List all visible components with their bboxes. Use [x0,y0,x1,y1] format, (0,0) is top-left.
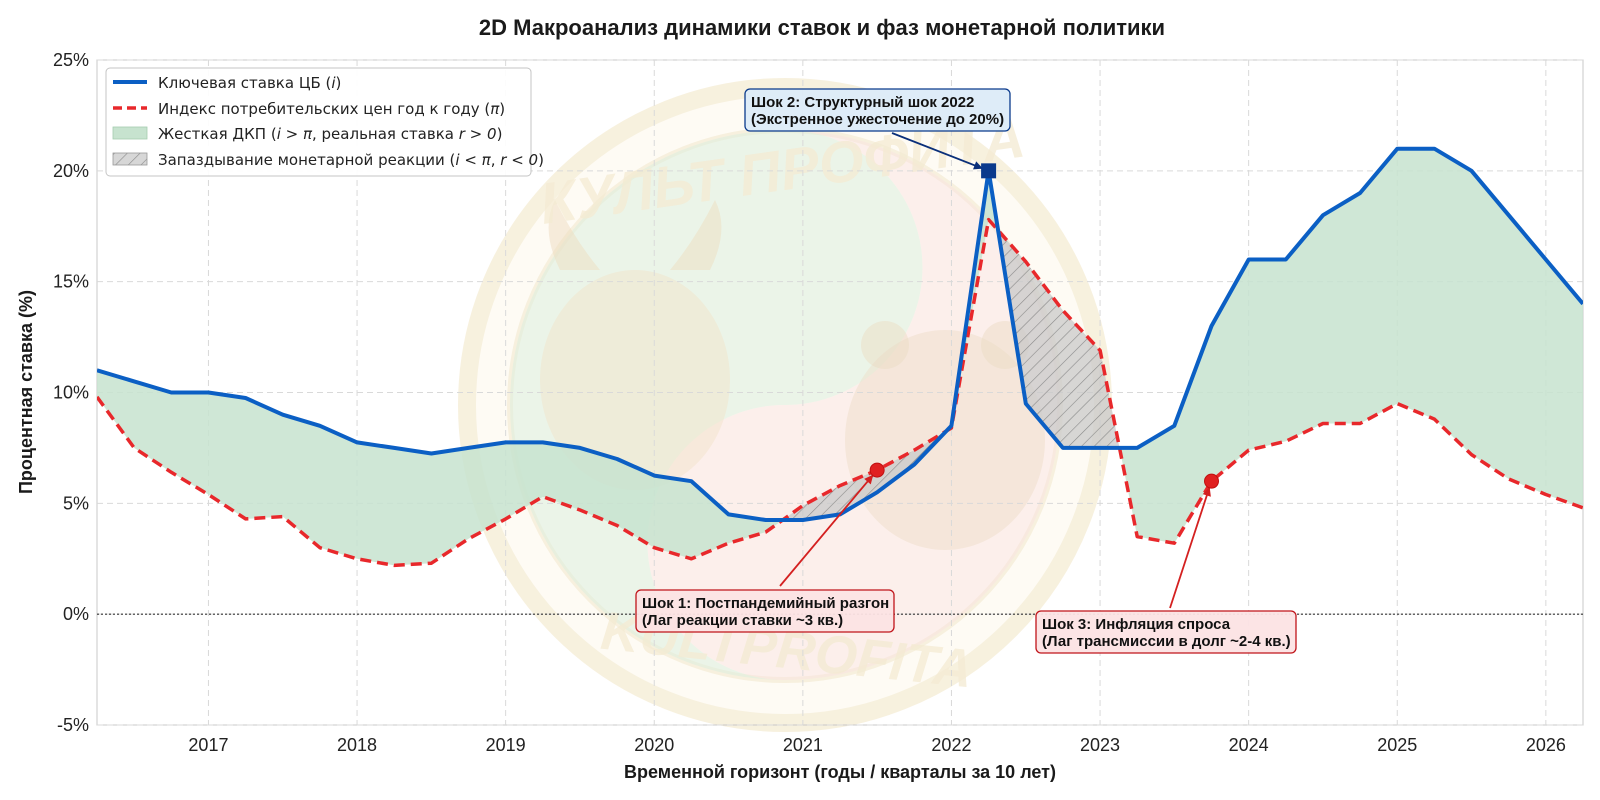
series-line-cpi [97,217,1583,568]
annotation-text-shock3-line2: (Лаг трансмиссии в долг ~2-4 кв.) [1042,633,1291,650]
annotation-text-shock3-line1: Шок 3: Инфляция спроса [1042,616,1231,633]
x-tick-label: 2019 [486,735,526,755]
legend-swatch-lag [112,152,148,166]
annotation-arrowhead-shock1 [864,474,874,485]
y-tick-label: 10% [53,383,89,403]
legend-item-tight: Жесткая ДКП (i > π, реальная ставка r > … [158,125,502,143]
y-tick-label: 25% [53,50,89,70]
marker-shock2 [981,163,997,179]
x-tick-label: 2021 [783,735,823,755]
annotation-text-shock2-line2: (Экстренное ужесточение до 20%) [751,111,1004,128]
annotation-box-shock2 [744,88,1011,132]
y-axis-label: Процентная ставка (%) [16,290,36,494]
x-tick-label: 2023 [1080,735,1120,755]
y-tick-label: 5% [63,493,89,513]
annotations: Шок 1: Постпандемийный разгон(Лаг реакци… [635,88,1297,654]
annotation-arrowhead-shock3 [1202,486,1211,497]
legend-swatch-tight [112,126,148,140]
fill-tight-policy [1119,148,1583,544]
fill-lag-reaction [782,430,947,520]
marker-shock1 [869,462,885,478]
legend: Ключевая ставка ЦБ (i) Индекс потребител… [105,67,544,177]
legend-item-rate: Ключевая ставка ЦБ (i) [158,74,341,92]
marker-shock3 [1204,473,1219,489]
annotation-text-shock1-line1: Шок 1: Постпандемийный разгон [642,595,889,612]
y-tick-label: 20% [53,161,89,181]
legend-box [105,67,532,177]
x-tick-label: 2024 [1229,735,1269,755]
legend-item-lag: Запаздывание монетарной реакции (i < π, … [158,151,544,169]
annotation-box-shock3 [1035,610,1297,654]
annotation-arrow-shock3 [1169,480,1213,609]
fill-tight-policy [97,370,783,566]
x-tick-label: 2026 [1526,735,1566,755]
x-tick-label: 2020 [634,735,674,755]
legend-item-cpi: Индекс потребительских цен год к году (π… [158,100,505,118]
x-tick-label: 2025 [1377,735,1417,755]
annotation-text-shock1-line2: (Лаг реакции ставки ~3 кв.) [642,612,843,629]
fill-lag-reaction [998,230,1120,448]
x-tick-label: 2022 [931,735,971,755]
x-tick-label: 2017 [188,735,228,755]
tick-labels: -5% 0% 5% 10% 15% 20% 25% 2017 2018 2019 2020 2021 2… [53,50,1566,755]
annotation-arrow-shock1 [779,469,878,587]
y-tick-label: 0% [63,604,89,624]
x-tick-label: 2018 [337,735,377,755]
chart-title: 2D Макроанализ динамики ставок и фаз мон… [479,15,1165,40]
annotation-box-shock1 [635,589,895,633]
annotation-arrow-shock2 [891,132,989,172]
annotation-text-shock2-line1: Шок 2: Структурный шок 2022 [751,94,974,111]
annotation-arrowhead-shock2 [973,161,984,170]
watermark-logo: КУЛЬТ ПРОФИТА KULTPROFITA [458,78,1112,732]
y-tick-label: 15% [53,272,89,292]
x-axis-label: Временной горизонт (годы / кварталы за 1… [624,762,1056,782]
y-tick-label: -5% [57,715,89,735]
